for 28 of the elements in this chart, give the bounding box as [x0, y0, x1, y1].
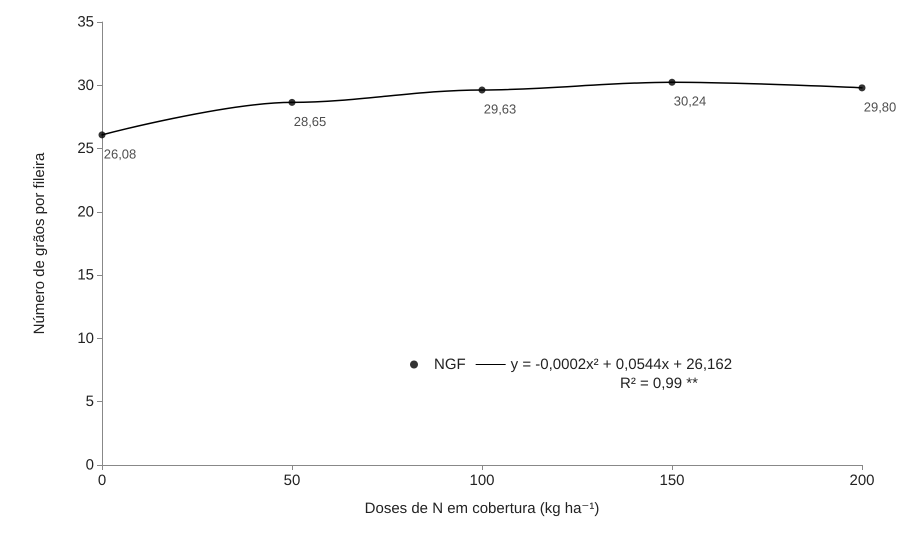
point [668, 78, 676, 86]
x-tick-label: 0 [98, 472, 106, 489]
y-tick-label: 20 [77, 203, 94, 220]
annotation: R² = 0,99 ** [620, 375, 698, 392]
x-axis-title: Doses de N em cobertura (kg ha⁻¹) [364, 500, 600, 517]
y-tick-label: 5 [86, 393, 94, 410]
data-label: 26,08 [104, 146, 136, 162]
legend-label: y = -0,0002x² + 0,0544x + 26,162 [510, 356, 732, 373]
x-tick-label: 50 [284, 472, 300, 489]
y-tick-label: 0 [86, 456, 94, 474]
x-tick-label: 100 [469, 472, 495, 489]
point [288, 98, 296, 106]
y-tick-label: 35 [77, 14, 94, 30]
legend-label: NGF [434, 356, 466, 373]
x-tick-label: 150 [659, 472, 685, 489]
data-label: 29,63 [484, 101, 516, 116]
y-tick-label: 25 [77, 140, 94, 158]
data-label: 29,80 [864, 99, 896, 114]
x-tick-label: 200 [849, 472, 875, 489]
y-tick-label: 30 [77, 76, 94, 94]
data-label: 30,24 [674, 94, 706, 109]
point [98, 131, 106, 138]
y-tick-label: 10 [77, 330, 94, 347]
y-axis-title: Número de grãos por fileira [31, 152, 48, 334]
point [858, 84, 866, 92]
y-tick-label: 15 [77, 266, 94, 284]
point [478, 86, 486, 94]
data-label: 28,65 [294, 114, 326, 129]
